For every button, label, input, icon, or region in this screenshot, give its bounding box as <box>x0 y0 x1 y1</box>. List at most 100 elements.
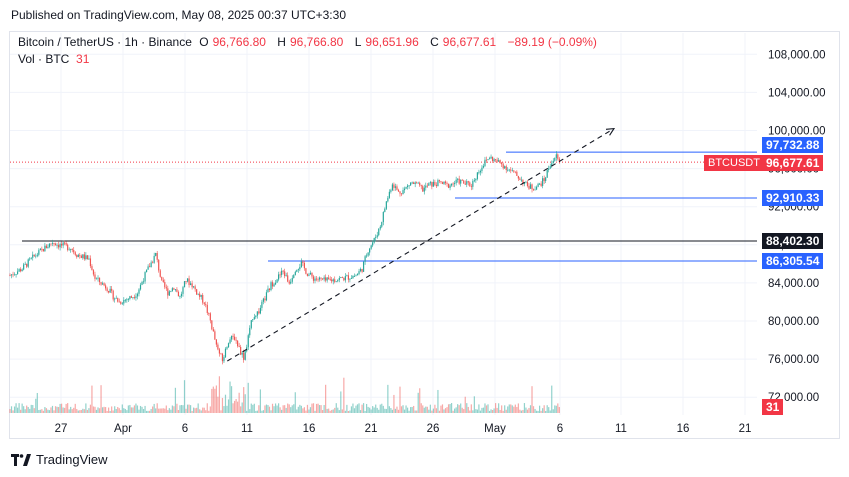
volume-bar <box>244 394 246 413</box>
volume-bar <box>322 410 324 413</box>
candle-body <box>529 184 532 189</box>
volume-bar <box>206 403 208 413</box>
candle-body <box>508 169 510 171</box>
volume-bar <box>199 409 201 413</box>
volume-bar <box>496 407 498 413</box>
volume-bar <box>387 384 389 413</box>
volume-bar <box>315 403 318 413</box>
candle-body <box>475 178 477 181</box>
volume-bar <box>464 396 466 413</box>
level-tag-92910[interactable]: 92,910.33 <box>762 190 824 206</box>
candle-body <box>33 254 35 256</box>
volume-bar <box>124 408 126 413</box>
volume-bar <box>361 404 363 413</box>
candle-body <box>279 274 281 276</box>
volume-bar <box>103 406 105 413</box>
candle-body <box>552 160 554 164</box>
level-tag-88402[interactable]: 88,402.30 <box>762 233 824 249</box>
candle-body <box>308 274 310 276</box>
volume-bar <box>94 406 96 413</box>
candle-body <box>176 289 178 292</box>
volume-bar <box>300 405 302 413</box>
candle-body <box>450 183 453 186</box>
volume-bar <box>546 405 548 413</box>
candle-body <box>64 242 66 244</box>
candle-body <box>476 172 478 179</box>
volume-bar <box>481 407 483 413</box>
volume-bar <box>111 406 113 413</box>
candle-body <box>115 297 117 299</box>
volume-bar <box>396 406 398 413</box>
volume-bar <box>466 403 468 413</box>
volume-bar <box>12 410 14 413</box>
candle-body <box>466 181 468 185</box>
chart-frame[interactable] <box>9 31 840 439</box>
candle-body <box>376 235 378 238</box>
candle-body <box>545 177 547 181</box>
candle-body <box>218 349 221 354</box>
candle-body <box>276 279 278 283</box>
volume-bar <box>10 406 13 413</box>
candle-body <box>393 184 395 188</box>
volume-bar <box>223 406 225 413</box>
candle-body <box>369 248 371 253</box>
volume-bar <box>29 408 31 413</box>
level-tag-86305[interactable]: 86,305.54 <box>762 253 824 269</box>
time-tick: Apr <box>114 423 132 435</box>
volume-bar <box>100 385 102 413</box>
volume-bar <box>305 410 307 413</box>
candle-body <box>335 281 337 283</box>
volume-bar <box>89 404 92 413</box>
candle-body <box>467 181 469 183</box>
volume-bar <box>431 410 433 413</box>
candle-body <box>320 277 322 279</box>
candle-body <box>243 352 245 360</box>
candle-body <box>262 298 265 302</box>
volume-bar <box>329 410 331 413</box>
volume-bar <box>47 409 49 413</box>
candle-body <box>317 279 319 281</box>
volume-bar <box>282 405 284 413</box>
volume-bar <box>376 407 378 413</box>
candle-body <box>504 166 506 169</box>
candle-body <box>258 311 260 314</box>
last-price-tag[interactable]: 96,677.61 <box>762 155 824 171</box>
candle-body <box>542 178 544 186</box>
candle-body <box>431 182 433 187</box>
volume-bar <box>432 408 434 413</box>
candle-body <box>238 346 240 347</box>
volume-bar <box>555 405 557 413</box>
candle-body <box>472 180 474 187</box>
tradingview-footer[interactable]: TradingView <box>11 452 108 467</box>
candle-body <box>70 248 72 250</box>
volume-bar <box>397 409 400 413</box>
volume-bar <box>36 392 38 413</box>
volume-bar <box>519 409 521 413</box>
volume-bar <box>296 409 298 413</box>
volume-bar <box>145 410 148 413</box>
volume-bar <box>112 410 114 413</box>
level-tag-97732[interactable]: 97,732.88 <box>762 137 824 153</box>
candle-body <box>423 187 425 192</box>
candle-body <box>205 304 207 305</box>
candle-body <box>282 270 284 272</box>
candle-body <box>56 244 58 246</box>
candle-body <box>24 263 26 265</box>
candle-body <box>189 283 192 285</box>
candle-body <box>62 242 64 246</box>
candle-body <box>325 277 327 281</box>
volume-bar <box>118 408 120 413</box>
volume-bar <box>279 407 281 413</box>
candle-body <box>353 275 356 277</box>
volume-bar <box>155 408 157 413</box>
volume-bar <box>461 407 463 413</box>
candle-body <box>379 226 381 229</box>
candle-body <box>522 179 524 184</box>
candle-body <box>546 170 548 178</box>
volume-bar <box>537 410 539 413</box>
volume-bar <box>285 407 287 413</box>
candle-body <box>510 169 512 171</box>
high-value: 96,766.80 <box>289 35 344 49</box>
time-tick: 27 <box>55 423 68 435</box>
